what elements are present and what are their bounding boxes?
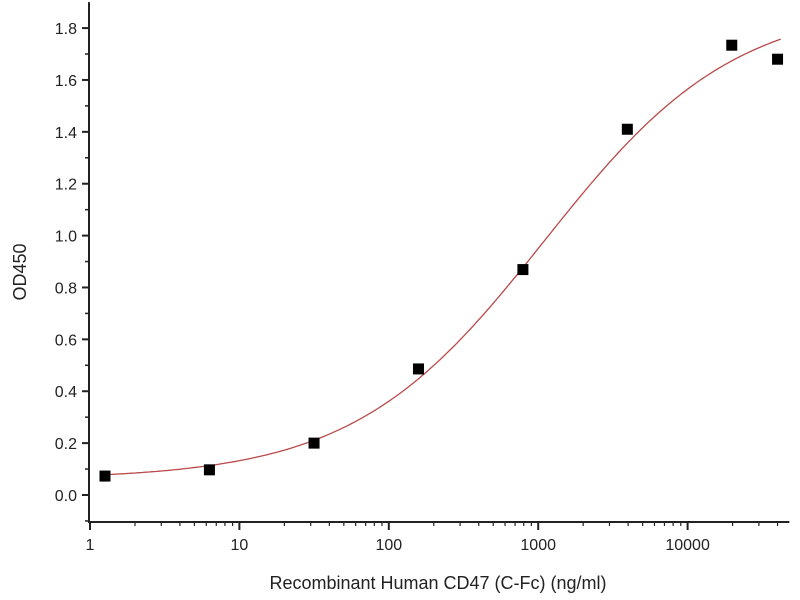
x-tick-label: 1000 — [520, 537, 556, 554]
y-tick-label: 1.0 — [55, 229, 77, 246]
y-tick-label: 0.6 — [55, 332, 77, 349]
y-tick-label: 0.8 — [55, 280, 77, 297]
x-tick-label: 100 — [375, 537, 402, 554]
x-axis-label: Recombinant Human CD47 (C-Fc) (ng/ml) — [269, 573, 606, 593]
fit-curve — [104, 38, 781, 476]
x-tick-label: 1 — [86, 537, 95, 554]
data-point — [203, 464, 215, 476]
x-tick-label: 10 — [231, 537, 249, 554]
data-point — [726, 39, 738, 51]
axes: 0.0 0.2 0.4 0.6 0.8 1.0 1.2 1.4 1.6 1.8 1 10 100 1000… — [55, 2, 790, 554]
y-tick-label: 0.2 — [55, 436, 77, 453]
y-axis-label: OD450 — [10, 243, 30, 300]
data-point — [772, 53, 784, 65]
y-tick-label: 0.4 — [55, 384, 77, 401]
data-point — [99, 470, 111, 482]
data-point — [412, 363, 424, 375]
y-tick-label: 0.0 — [55, 488, 77, 505]
y-tick-label: 1.2 — [55, 177, 77, 194]
data-point — [308, 437, 320, 449]
data-points — [99, 39, 784, 482]
y-tick-label: 1.4 — [55, 125, 77, 142]
y-tick-label: 1.8 — [55, 21, 77, 38]
data-point — [517, 264, 529, 276]
data-point — [621, 123, 633, 135]
y-tick-label: 1.6 — [55, 73, 77, 90]
x-tick-label: 10000 — [665, 537, 710, 554]
